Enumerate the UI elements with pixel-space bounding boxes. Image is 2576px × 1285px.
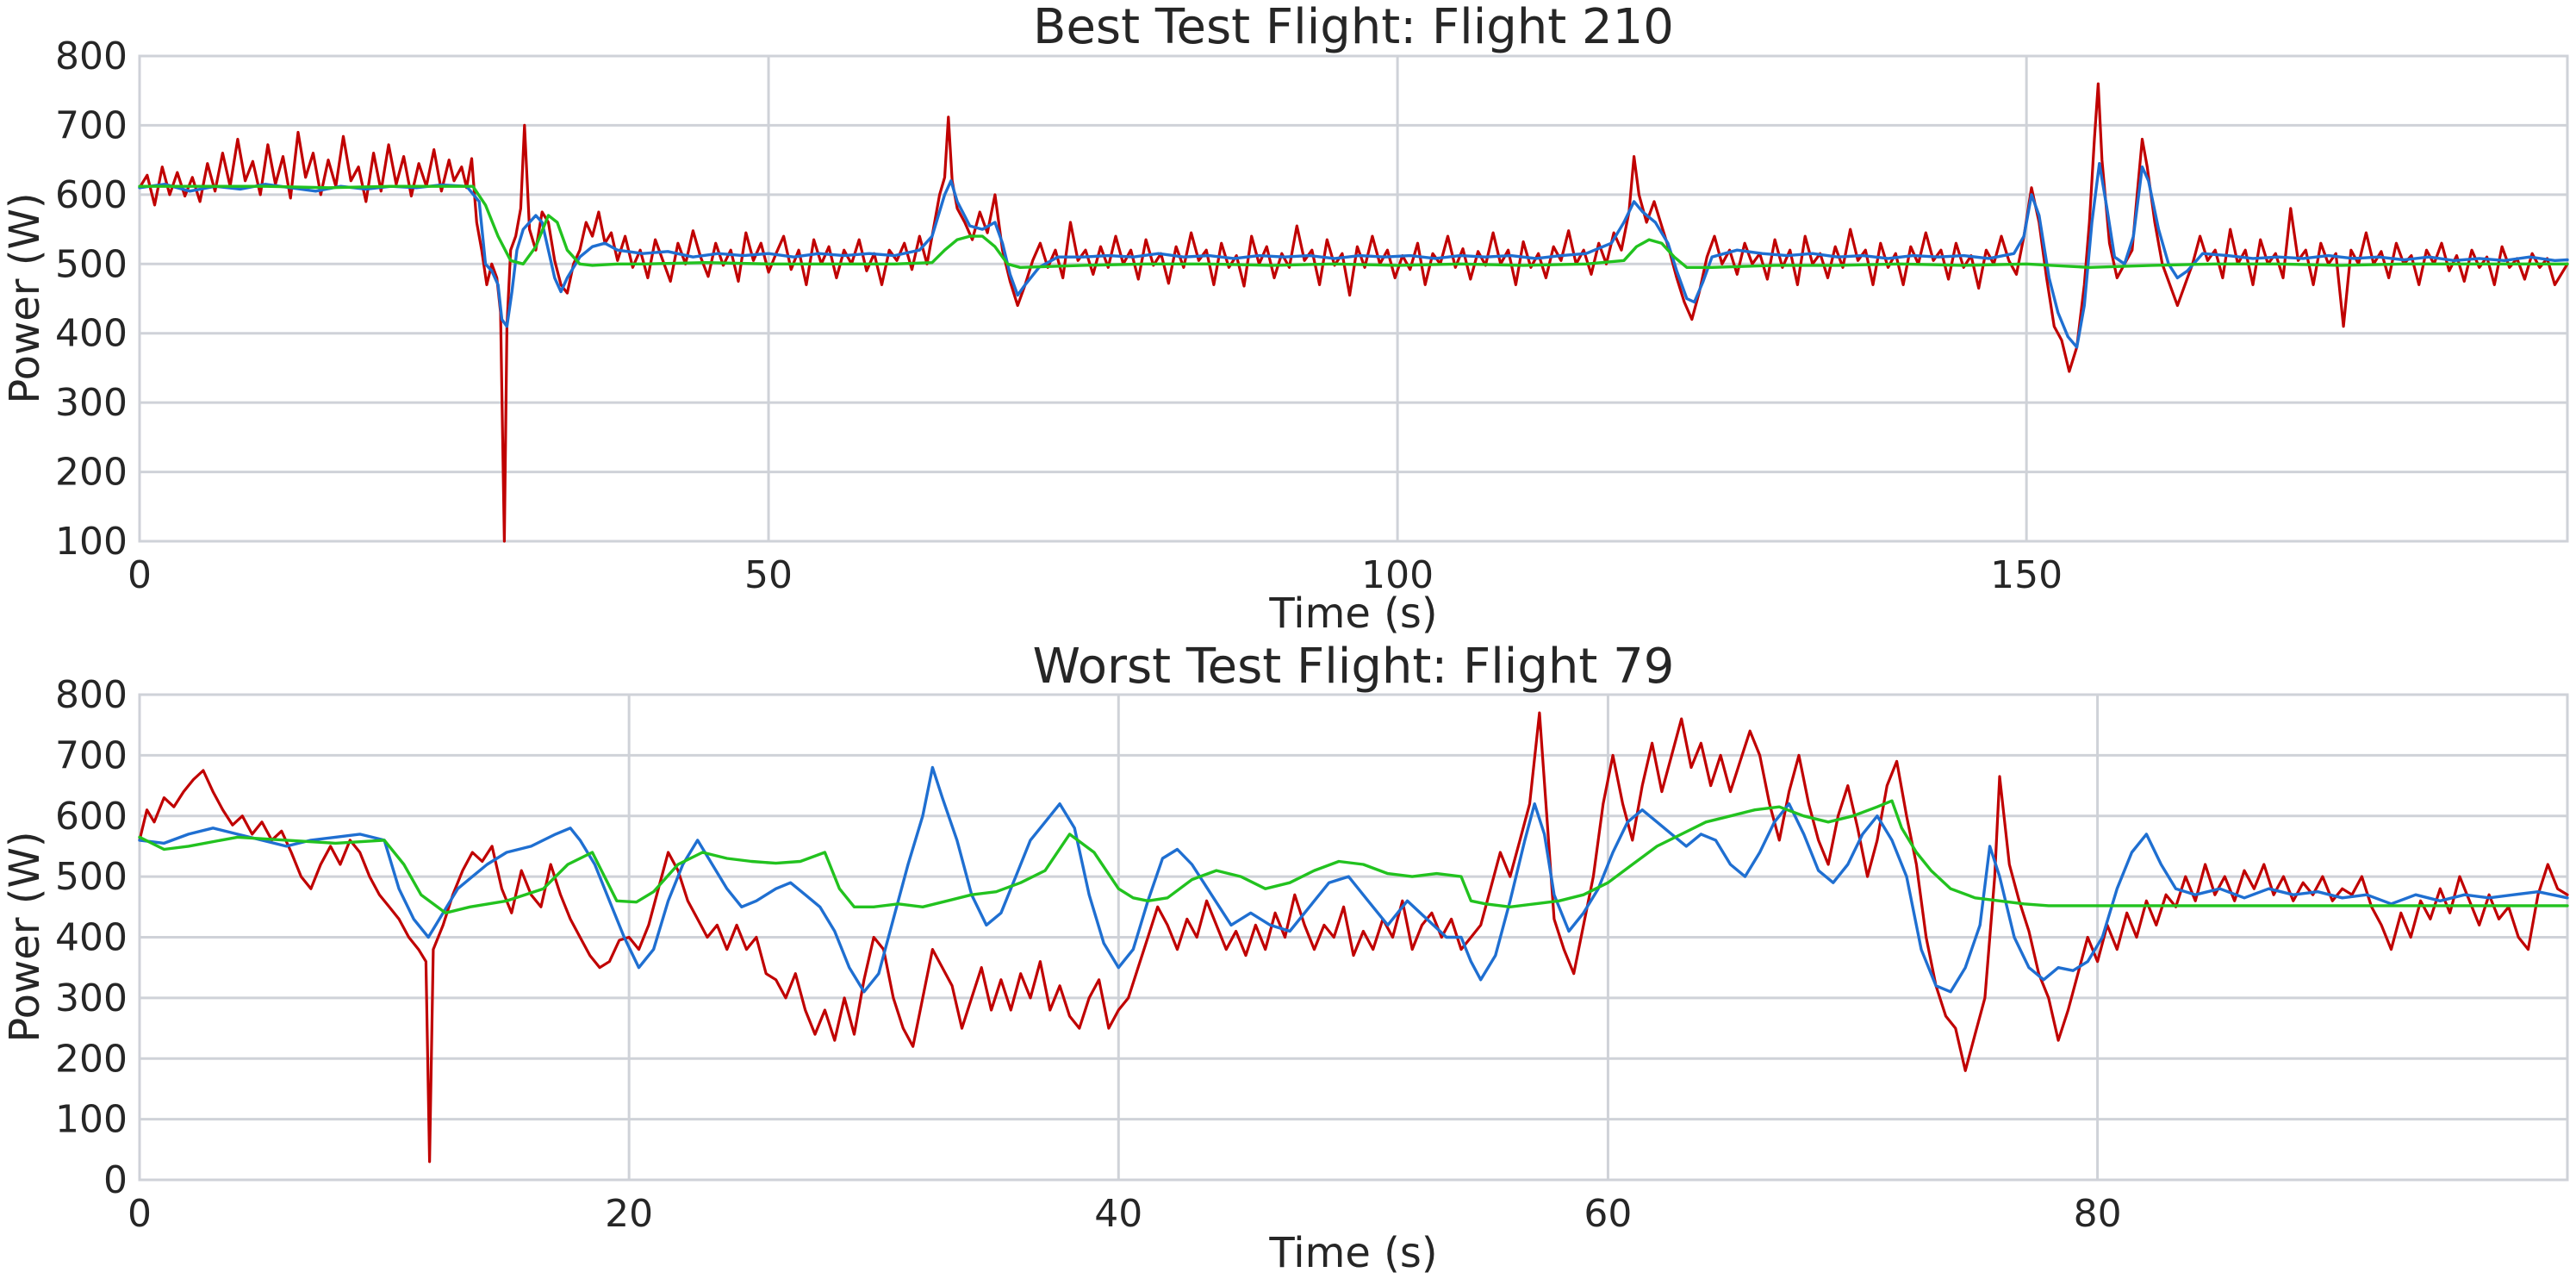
worst-flight-xtick-label: 60 [1584, 1192, 1632, 1236]
worst-flight-ticks: 0 100 200 300 400 500 600 700 800 0 20 40 60 80 [55, 673, 2122, 1236]
worst-flight-ytick-label: 500 [55, 855, 128, 899]
worst-flight-xtick-label: 40 [1094, 1192, 1142, 1236]
best-flight-xtick-label: 0 [128, 553, 152, 597]
worst-flight-ylabel: Power (W) [1, 831, 49, 1042]
best-flight-title: Best Test Flight: Flight 210 [1033, 0, 1674, 55]
worst-flight-xlabel: Time (s) [1268, 1229, 1437, 1277]
best-flight-ylabel: Power (W) [1, 192, 49, 403]
worst-flight-ytick-label: 400 [55, 916, 128, 960]
best-flight-ytick-label: 600 [55, 173, 128, 217]
best-flight-series-measured [138, 82, 2569, 543]
best-flight-ytick-label: 300 [55, 381, 128, 425]
best-flight-ytick-label: 400 [55, 312, 128, 356]
worst-flight-ytick-label: 800 [55, 673, 128, 717]
best-flight-ytick-label: 100 [55, 520, 128, 564]
worst-flight-series-measured [138, 711, 2569, 1163]
worst-flight-series [138, 711, 2569, 1163]
best-flight-series-model-2 [138, 184, 2569, 269]
best-flight-xtick-label: 150 [1990, 553, 2063, 597]
best-flight-xtick-label: 50 [744, 553, 793, 597]
worst-flight-title: Worst Test Flight: Flight 79 [1033, 639, 1675, 695]
best-flight-series [138, 82, 2569, 543]
worst-flight-series-model-1 [138, 765, 2569, 994]
worst-flight-plot-frame [138, 693, 2569, 1182]
best-flight-plot-frame [138, 54, 2569, 543]
worst-flight-ytick-label: 0 [103, 1158, 128, 1202]
worst-flight-ytick-label: 100 [55, 1098, 128, 1142]
best-flight-ytick-label: 800 [55, 34, 128, 78]
worst-flight-ytick-label: 300 [55, 976, 128, 1020]
worst-flight-ytick-label: 600 [55, 795, 128, 839]
best-flight-ytick-label: 700 [55, 103, 128, 147]
best-flight-xlabel: Time (s) [1268, 589, 1437, 638]
best-flight-xtick-label: 100 [1361, 553, 1434, 597]
worst-flight-ytick-label: 700 [55, 733, 128, 777]
worst-flight-ytick-label: 200 [55, 1037, 128, 1081]
worst-flight-xtick-label: 0 [128, 1192, 152, 1236]
best-flight-ytick-label: 200 [55, 451, 128, 495]
best-flight-chart: 100 200 300 400 500 600 700 800 0 50 100 150 Best T… [1, 0, 2569, 638]
best-flight-series-model-1 [138, 161, 2569, 349]
worst-flight-xtick-label: 20 [605, 1192, 653, 1236]
worst-flight-chart: 0 100 200 300 400 500 600 700 800 0 20 40 60 80 Worst… [1, 639, 2569, 1277]
best-flight-ticks: 100 200 300 400 500 600 700 800 0 50 100 150 [55, 34, 2063, 597]
best-flight-ytick-label: 500 [55, 242, 128, 286]
worst-flight-series-model-2 [138, 799, 2569, 915]
worst-flight-xtick-label: 80 [2074, 1192, 2122, 1236]
